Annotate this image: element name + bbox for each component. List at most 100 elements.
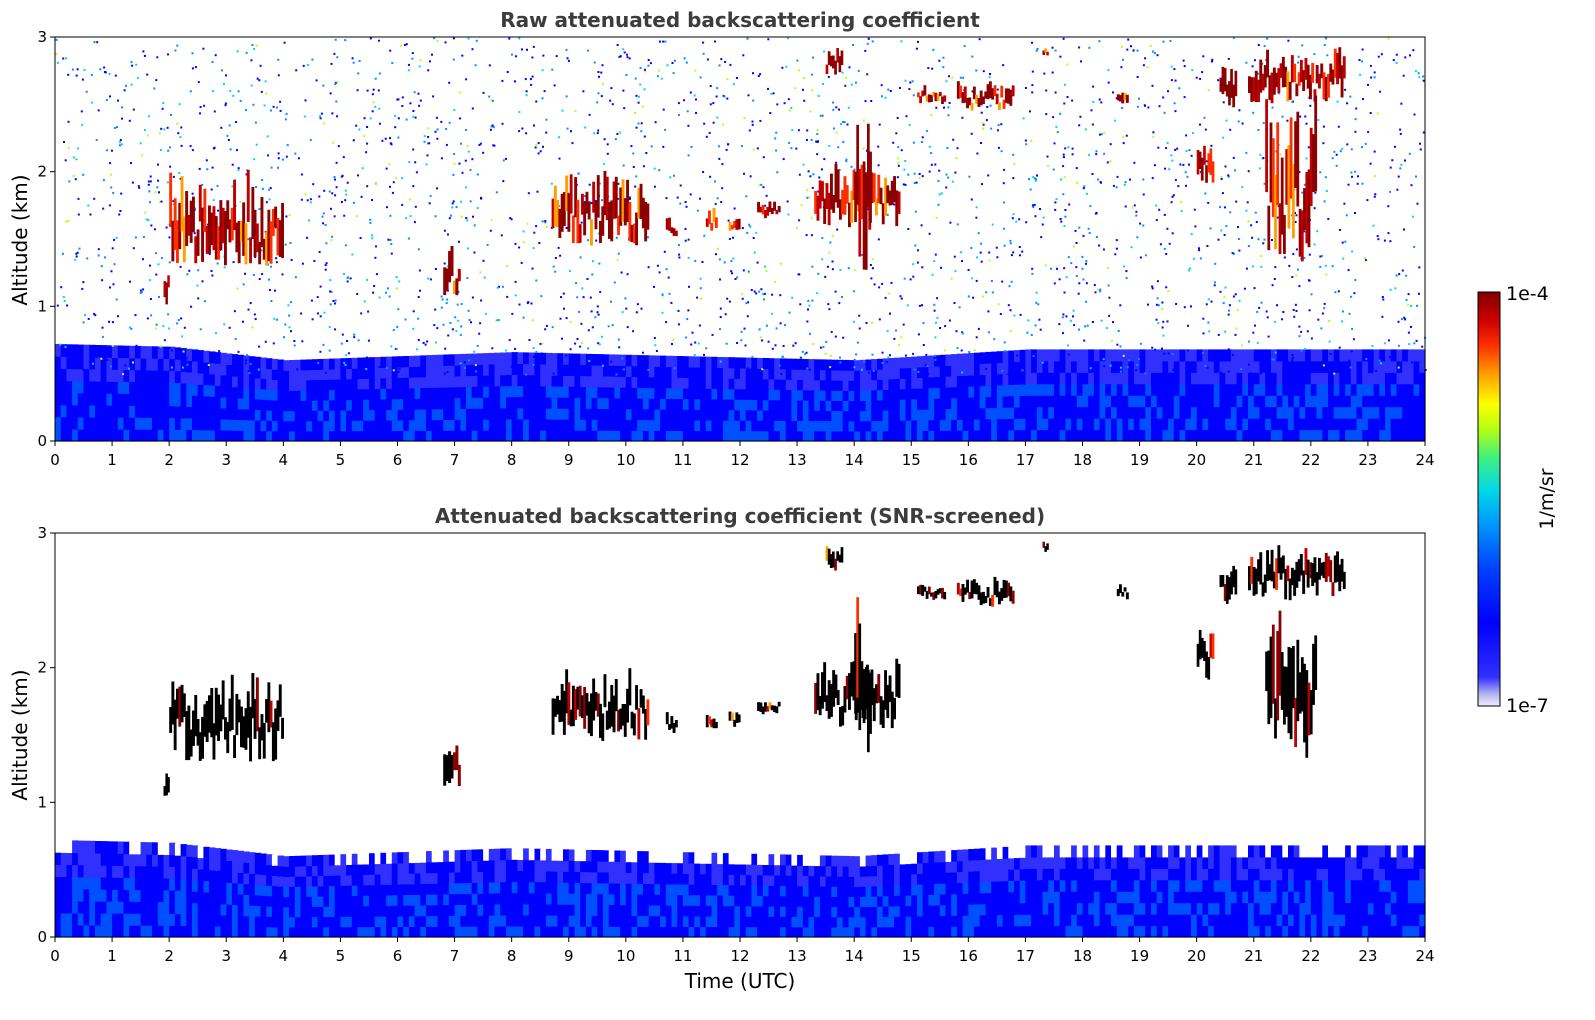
noise-speckle [1325,273,1328,276]
noise-speckle [838,108,840,111]
aerosol-cell [842,400,849,412]
noise-speckle [496,286,499,289]
noise-speckle [653,185,656,188]
aerosol-cell [1236,360,1243,373]
cloud-cell [827,192,831,226]
noise-speckle [212,147,215,150]
noise-speckle [643,135,646,138]
noise-speckle [515,55,518,58]
noise-speckle [1305,122,1308,125]
aerosol-cell [545,397,553,409]
noise-speckle [991,223,994,226]
aerosol-cell [1156,395,1163,408]
aerosol-cell [100,913,107,926]
noise-speckle [1122,58,1124,61]
noise-speckle [1375,369,1378,372]
aerosol-cell [842,410,849,422]
noise-speckle [709,85,712,87]
noise-speckle [1407,331,1410,334]
noise-speckle [1402,74,1405,77]
noise-speckle [318,195,321,198]
aerosol-cell [528,363,536,376]
aerosol-cell [146,358,153,371]
aerosol-cell [979,374,986,387]
noise-speckle [603,138,606,141]
noise-speckle [1054,91,1057,94]
aerosol-cell [837,430,844,442]
noise-speckle [1177,185,1180,188]
aerosol-cell [797,379,804,391]
cloud-cell [895,190,899,227]
noise-speckle [366,126,369,128]
noise-speckle [1035,291,1038,294]
aerosol-cell [700,398,707,410]
noise-speckle [1227,57,1230,60]
noise-speckle [351,57,354,60]
noise-speckle [188,269,191,272]
noise-speckle [261,273,264,276]
noise-speckle [96,41,99,44]
aerosol-cell [974,363,981,376]
aerosol-cell [277,430,284,442]
aerosol-cell [711,430,718,442]
noise-speckle [991,291,994,294]
noise-speckle [533,231,536,234]
aerosol-cell [163,382,170,395]
noise-speckle [812,56,814,59]
noise-speckle [1040,236,1043,239]
aerosol-cell [1407,349,1415,362]
aerosol-cell [968,364,975,376]
noise-speckle [1021,369,1024,372]
noise-speckle [174,49,177,52]
noise-speckle [1271,358,1274,361]
noise-speckle [860,368,863,371]
aerosol-cell [77,912,85,926]
aerosol-cell [140,369,147,383]
noise-speckle [418,104,421,107]
aerosol-cell [1065,406,1072,419]
aerosol-cell [1356,429,1363,442]
aerosol-cell [72,344,79,358]
aerosol-cell [1225,395,1232,408]
aerosol-cell [882,430,889,442]
aerosol-cell [1322,429,1329,442]
noise-speckle [1155,204,1158,207]
noise-speckle [181,335,184,338]
noise-speckle [532,364,535,366]
noise-speckle [1190,233,1193,236]
noise-speckle [725,342,728,345]
aerosol-cell [665,419,673,431]
aerosol-cell [169,393,176,407]
aerosol-cell [1259,418,1266,431]
noise-speckle [363,300,366,303]
noise-speckle [153,87,156,90]
aerosol-cell [1202,372,1209,385]
noise-speckle [1387,37,1390,40]
noise-speckle [1139,342,1142,345]
noise-speckle [640,130,643,133]
noise-speckle [396,287,398,290]
noise-speckle [1400,163,1403,166]
aerosol-cell [1385,383,1392,396]
noise-speckle [166,126,169,129]
noise-speckle [130,61,133,64]
noise-speckle [281,273,284,276]
aerosol-cell [1111,360,1118,373]
noise-speckle [417,317,420,320]
noise-speckle [569,270,571,273]
noise-speckle [309,138,312,141]
aerosol-cell [700,409,707,421]
aerosol-cell [1156,372,1163,385]
cloud-cell [182,216,186,263]
noise-speckle [1298,285,1301,288]
noise-speckle [365,368,368,370]
aerosol-cell [734,409,741,421]
aerosol-cell [1385,429,1392,442]
noise-speckle [395,176,398,179]
noise-speckle [176,44,179,47]
noise-speckle [655,350,658,352]
aerosol-cell [220,430,227,442]
aerosol-cell [1042,383,1049,396]
cloud-cell [856,124,859,205]
aerosol-cell [717,399,724,411]
